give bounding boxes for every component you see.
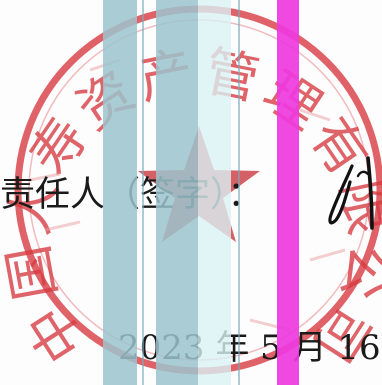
overlay-band-blue-1 <box>103 0 137 385</box>
seal-texture <box>29 58 346 332</box>
overlay-band-cyan <box>198 0 231 385</box>
overlay-band-blue-2 <box>156 0 198 385</box>
overlay-band-magenta <box>277 0 299 385</box>
overlay-band-edge-1 <box>142 0 144 385</box>
overlay-band-edge-2 <box>238 0 240 385</box>
